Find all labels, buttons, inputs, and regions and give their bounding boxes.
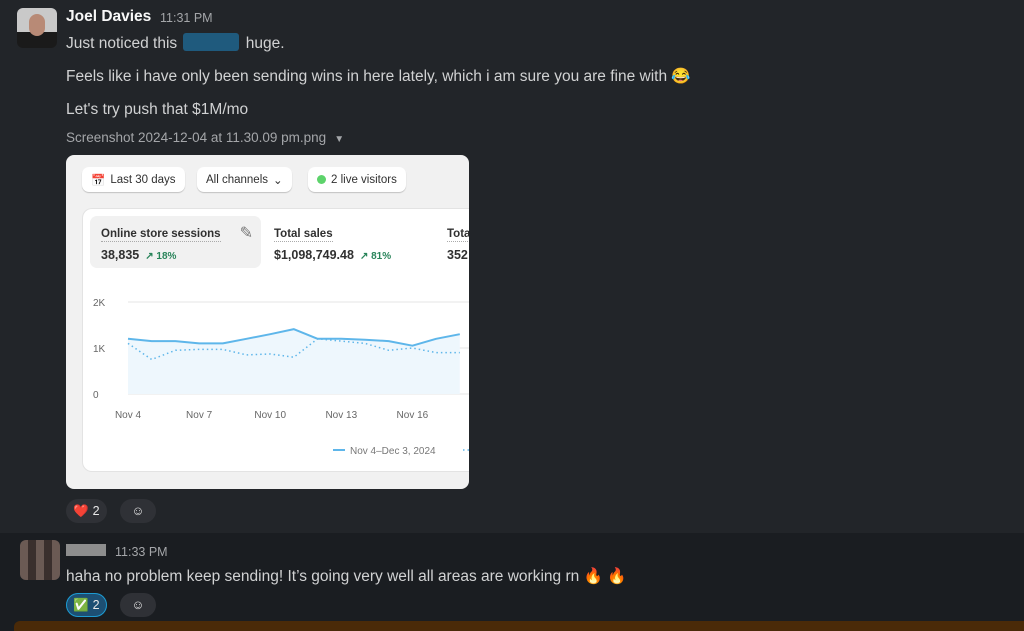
redacted-link bbox=[183, 33, 240, 51]
analytics-card: Online store sessions ✎ 38,835 ↗ 18% Total… bbox=[83, 209, 469, 471]
series-area bbox=[128, 329, 460, 394]
timestamp[interactable]: 11:33 PM bbox=[115, 545, 168, 559]
composer-edge bbox=[14, 621, 1024, 631]
x-tick-label: Nov 16 bbox=[397, 410, 429, 421]
add-reaction-button[interactable]: ☺ bbox=[120, 499, 156, 523]
sessions-chart: 0 1K 2K Nov 4 Nov 7 Nov 10 Nov 13 Nov 16 Nov 4–D… bbox=[93, 298, 469, 457]
y-tick-label: 1K bbox=[93, 344, 106, 355]
attachment-image[interactable]: 📅 Last 30 days All channels ⌄ 2 live visit… bbox=[66, 155, 469, 489]
reaction-check[interactable]: ✅ 2 bbox=[66, 593, 107, 617]
legend-label: Nov 4–Dec 3, 2024 bbox=[350, 446, 436, 457]
series-line bbox=[127, 328, 460, 347]
channel-filter: All channels ⌄ bbox=[197, 167, 292, 192]
chevron-down-icon: ⌄ bbox=[273, 174, 283, 187]
metric-sessions: Online store sessions ✎ 38,835 ↗ 18% bbox=[90, 216, 261, 268]
x-tick-label: Nov 10 bbox=[254, 410, 286, 421]
caret-down-icon[interactable]: ▼ bbox=[334, 134, 345, 145]
avatar[interactable] bbox=[17, 8, 57, 48]
message-line: Let's try push that $1M/mo bbox=[66, 101, 249, 118]
add-emoji-icon: ☺ bbox=[131, 504, 145, 518]
author-name-redacted[interactable] bbox=[66, 544, 106, 556]
message-reply bbox=[0, 533, 1024, 627]
message-line: Just noticed this huge. bbox=[66, 33, 285, 52]
y-tick-label: 0 bbox=[93, 390, 99, 401]
metric-total: Tota 352 bbox=[447, 228, 469, 262]
x-tick-label: Nov 4 bbox=[115, 410, 142, 421]
y-tick-label: 2K bbox=[93, 298, 106, 309]
x-tick-label: Nov 7 bbox=[186, 410, 213, 421]
calendar-icon: 📅 bbox=[91, 174, 106, 187]
attachment-filename[interactable]: Screenshot 2024-12-04 at 11.30.09 pm.png… bbox=[66, 130, 345, 145]
live-visitors: 2 live visitors bbox=[308, 167, 406, 192]
avatar[interactable] bbox=[20, 540, 60, 580]
author-name[interactable]: Joel Davies bbox=[66, 8, 152, 25]
add-emoji-icon: ☺ bbox=[131, 598, 145, 612]
timestamp[interactable]: 11:31 PM bbox=[160, 11, 213, 25]
reaction-heart[interactable]: ❤️ 2 bbox=[66, 499, 107, 523]
live-dot-icon bbox=[317, 175, 326, 184]
message-line: haha no problem keep sending! It’s going… bbox=[66, 568, 627, 585]
add-reaction-button[interactable]: ☺ bbox=[120, 593, 156, 617]
x-tick-label: Nov 13 bbox=[325, 410, 357, 421]
metric-sales: Total sales $1,098,749.48 ↗ 81% bbox=[274, 228, 392, 262]
date-filter: 📅 Last 30 days bbox=[82, 167, 185, 192]
message-line: Feels like i have only been sending wins… bbox=[66, 68, 691, 85]
pencil-icon: ✎ bbox=[239, 225, 253, 242]
